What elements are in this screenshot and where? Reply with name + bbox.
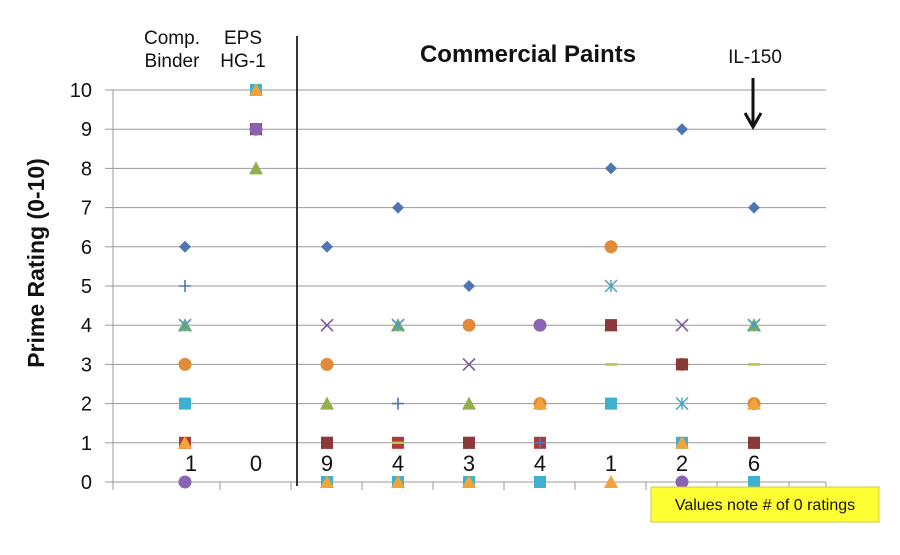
data-point-series-12 — [391, 475, 405, 488]
zero-rating-count: 6 — [748, 451, 760, 476]
group-header-label: Binder — [145, 51, 201, 72]
data-point-series-1 — [392, 201, 404, 214]
y-tick-labels: 0 1 2 3 4 5 6 7 8 9 10 — [70, 80, 92, 494]
data-point-series-1 — [605, 162, 617, 175]
data-point-series-10 — [321, 436, 333, 449]
data-point-series-10 — [605, 319, 617, 332]
callout-label: IL-150 — [728, 47, 782, 68]
data-point-series-5 — [675, 397, 689, 411]
data-point-series-4 — [462, 357, 476, 371]
data-point-series-11 — [533, 318, 547, 332]
zero-rating-count: 3 — [463, 451, 475, 476]
data-point-series-6 — [604, 240, 618, 254]
data-point-series-7 — [392, 397, 404, 410]
group-header-label: EPS — [224, 28, 262, 49]
zero-rating-count: 1 — [185, 451, 197, 476]
data-point-series-1 — [463, 280, 475, 292]
data-point-series-10 — [463, 436, 475, 449]
data-point-series-3 — [320, 396, 334, 410]
data-point-series-10 — [748, 436, 760, 449]
data-point-series-7 — [179, 280, 191, 292]
data-point-series-6 — [320, 357, 334, 371]
y-tick-label: 9 — [81, 119, 92, 141]
group-header-label: Comp. — [144, 28, 200, 49]
data-point-series-1 — [179, 240, 191, 253]
y-tick-label: 2 — [81, 394, 92, 416]
data-points — [178, 83, 761, 489]
data-point-series-12 — [604, 475, 618, 488]
data-point-series-13 — [676, 476, 688, 488]
data-point-series-1 — [748, 201, 760, 214]
y-axis-label: Prime Rating (0-10) — [23, 158, 49, 368]
data-point-series-11 — [249, 122, 263, 136]
y-tick-label: 4 — [81, 315, 92, 337]
data-point-series-12 — [675, 435, 689, 449]
zero-rating-count: 1 — [605, 451, 617, 476]
data-point-series-9 — [605, 397, 617, 410]
data-point-series-1 — [676, 123, 688, 136]
data-point-series-12 — [462, 475, 476, 488]
zero-rating-count: 9 — [321, 451, 333, 476]
y-tick-label: 3 — [81, 354, 92, 376]
zero-rating-count: 2 — [676, 451, 688, 476]
data-point-series-5 — [391, 318, 405, 332]
note-text: Values note # of 0 ratings — [675, 497, 855, 514]
y-tick-label: 0 — [81, 472, 92, 494]
down-arrow-icon — [743, 78, 763, 131]
data-point-series-5 — [747, 318, 761, 332]
y-tick-label: 8 — [81, 158, 92, 180]
data-point-series-4 — [320, 318, 334, 332]
data-point-series-9 — [748, 476, 760, 488]
zero-rating-count: 4 — [534, 451, 546, 476]
data-point-series-3 — [249, 161, 263, 175]
zero-rating-count: 4 — [392, 451, 404, 476]
y-tick-label: 1 — [81, 433, 92, 455]
data-point-series-10 — [676, 358, 688, 371]
data-point-series-9 — [179, 397, 191, 410]
y-tick-label: 5 — [81, 276, 92, 298]
data-point-series-13 — [179, 476, 191, 488]
group-header-label: HG-1 — [220, 51, 265, 72]
data-point-series-12 — [178, 435, 192, 449]
data-point-series-4 — [675, 318, 689, 332]
y-tick-label: 6 — [81, 237, 92, 259]
zero-rating-counts: 1 0 9 4 3 4 1 2 6 — [185, 451, 760, 476]
data-point-series-6 — [178, 357, 192, 371]
gridlines — [105, 89, 827, 490]
data-point-series-9 — [534, 476, 546, 488]
y-tick-label: 10 — [70, 80, 92, 102]
y-tick-label: 7 — [81, 198, 92, 220]
data-point-series-3 — [462, 396, 476, 410]
data-point-series-12 — [747, 396, 761, 410]
zero-rating-count: 0 — [250, 451, 262, 476]
data-point-series-12 — [533, 396, 547, 410]
data-point-series-12 — [320, 475, 334, 488]
chart-title: Commercial Paints — [420, 41, 636, 68]
note-box: Values note # of 0 ratings — [650, 486, 880, 523]
data-point-series-6 — [462, 318, 476, 332]
data-point-series-5 — [604, 279, 618, 293]
data-point-series-7 — [534, 436, 546, 449]
data-point-series-1 — [321, 240, 333, 253]
data-point-series-12 — [249, 83, 263, 96]
data-point-series-5 — [178, 318, 192, 332]
